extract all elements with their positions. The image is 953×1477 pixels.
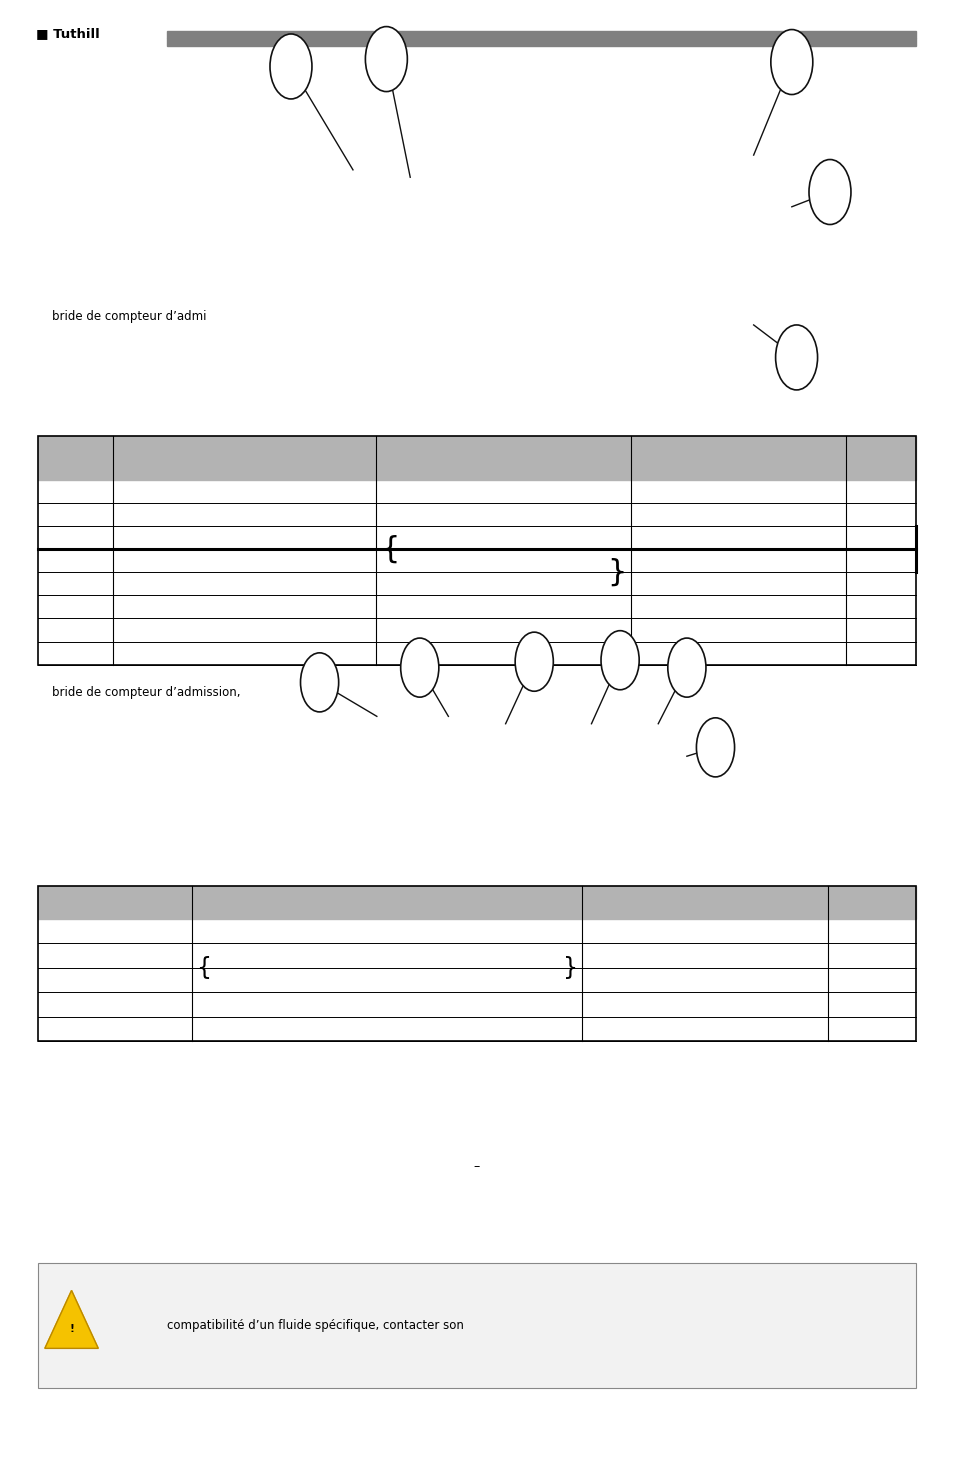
Bar <box>167 38 915 46</box>
Bar <box>38 436 915 665</box>
Text: }: } <box>563 956 578 979</box>
Polygon shape <box>45 1291 98 1349</box>
Text: bride de compteur d’admi: bride de compteur d’admi <box>52 310 207 322</box>
Text: !: ! <box>69 1323 74 1334</box>
Text: }: } <box>607 558 626 586</box>
Text: bride de compteur d’admission,: bride de compteur d’admission, <box>52 687 241 699</box>
Circle shape <box>515 632 553 691</box>
Bar <box>38 886 915 919</box>
Circle shape <box>270 34 312 99</box>
Circle shape <box>400 638 438 697</box>
Text: –: – <box>474 1161 479 1173</box>
Circle shape <box>365 27 407 92</box>
Text: ■ Tuthill: ■ Tuthill <box>36 28 100 40</box>
Circle shape <box>808 160 850 225</box>
Circle shape <box>696 718 734 777</box>
Circle shape <box>770 30 812 95</box>
Text: {: { <box>195 956 211 979</box>
Circle shape <box>667 638 705 697</box>
Bar <box>167 31 915 38</box>
Text: compatibilité d’un fluide spécifique, contacter son: compatibilité d’un fluide spécifique, co… <box>167 1319 463 1332</box>
Bar <box>38 886 915 1041</box>
Circle shape <box>600 631 639 690</box>
Circle shape <box>775 325 817 390</box>
Circle shape <box>300 653 338 712</box>
Text: {: { <box>379 535 399 564</box>
Bar <box>38 436 915 480</box>
Bar <box>38 1263 915 1388</box>
